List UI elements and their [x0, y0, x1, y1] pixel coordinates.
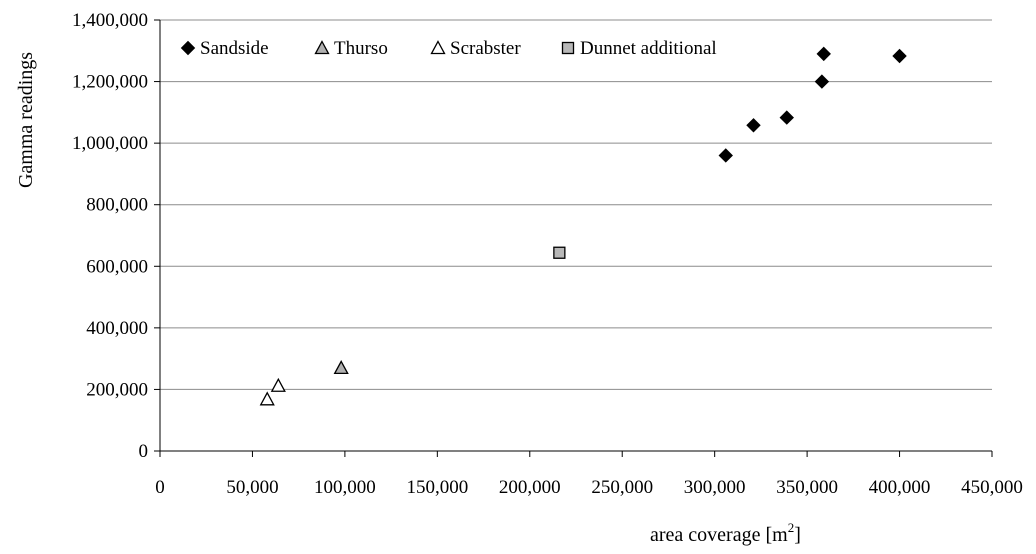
x-tick-label: 450,000 — [961, 477, 1023, 498]
y-tick-label: 0 — [139, 441, 149, 462]
x-tick-label: 300,000 — [684, 477, 746, 498]
data-point-sandside — [746, 118, 761, 133]
legend-marker-scrabster — [430, 40, 446, 55]
data-points — [259, 46, 907, 406]
y-tick-label: 1,000,000 — [72, 133, 148, 154]
y-tick-label: 1,400,000 — [72, 10, 148, 31]
legend-label-thurso: Thurso — [334, 38, 388, 59]
x-axis-title-tail: ] — [794, 524, 801, 546]
legend-marker-thurso — [314, 40, 330, 55]
x-tick-label: 200,000 — [499, 477, 561, 498]
x-tick-label: 0 — [155, 477, 165, 498]
x-tick-labels: 0 50,000 100,000 150,000 200,000 250,000 300,0… — [155, 477, 1023, 498]
y-axis-title: Gamma readings — [15, 52, 37, 188]
x-tick-label: 50,000 — [226, 477, 278, 498]
data-point-scrabster — [259, 391, 275, 406]
y-tick-label: 400,000 — [86, 318, 148, 339]
data-point-sandside — [892, 48, 907, 64]
data-point-thurso — [333, 360, 349, 375]
x-tick-label: 250,000 — [591, 477, 653, 498]
y-tick-label: 800,000 — [86, 195, 148, 216]
data-point-sandside — [814, 74, 830, 89]
data-point-dunnet-additional — [553, 246, 566, 259]
legend-marker-dunnet-additional — [561, 41, 575, 55]
data-point-scrabster — [270, 377, 286, 392]
x-tick-label: 100,000 — [314, 477, 376, 498]
legend-label-scrabster: Scrabster — [450, 38, 521, 59]
x-axis-title-main: area coverage [m — [650, 524, 788, 546]
legend-marker-sandside — [180, 40, 196, 56]
legend-label-dunnet-additional: Dunnet additional — [580, 38, 717, 59]
data-point-sandside — [816, 46, 831, 62]
y-tick-label: 200,000 — [86, 379, 148, 400]
legend-label-sandside: Sandside — [200, 38, 269, 59]
x-tick-label: 350,000 — [776, 477, 838, 498]
legend: Sandside Thurso Scrabster Dunnet additional — [180, 38, 717, 59]
x-tick-label: 400,000 — [869, 477, 931, 498]
x-tick-label: 150,000 — [406, 477, 468, 498]
data-point-sandside — [779, 110, 794, 125]
axes — [154, 19, 993, 457]
x-axis-title-superscript: 2 — [788, 520, 795, 535]
y-tick-labels: 0 200,000 400,000 600,000 800,000 1,000,000 1,… — [72, 10, 148, 462]
y-tick-label: 600,000 — [86, 256, 148, 277]
gridlines — [160, 19, 992, 390]
y-tick-label: 1,200,000 — [72, 72, 148, 93]
x-axis-title: area coverage [m2] — [650, 520, 801, 546]
data-point-sandside — [718, 148, 733, 163]
